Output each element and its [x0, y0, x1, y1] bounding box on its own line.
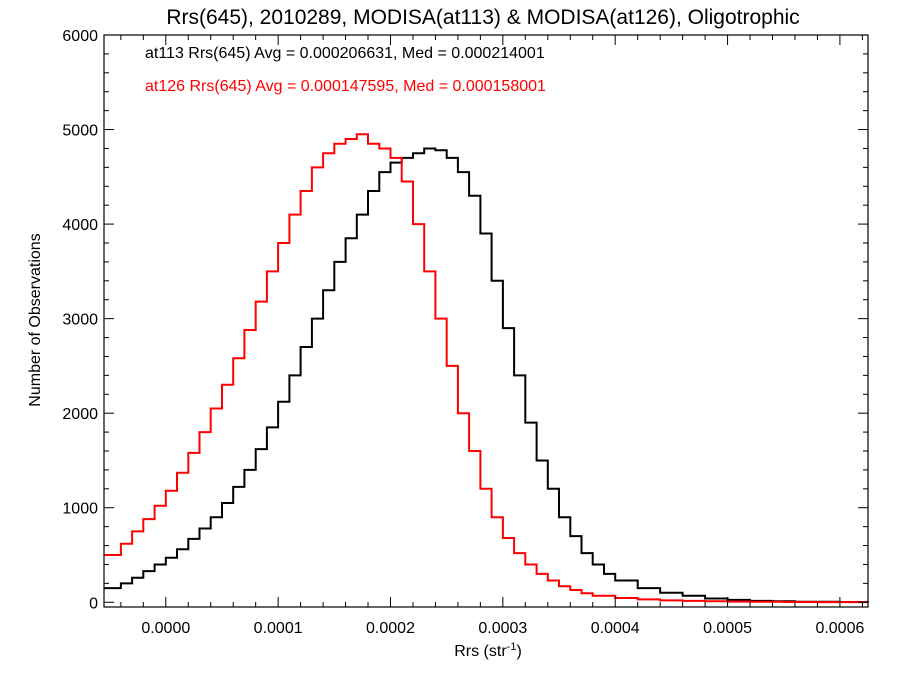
- series-at113-line: [104, 147, 869, 603]
- y-axis-label: Number of Observations: [27, 233, 44, 406]
- x-tick-label: 0.0001: [254, 620, 303, 637]
- x-tick-label: 0.0003: [478, 620, 527, 637]
- plot-frame: [103, 34, 869, 608]
- axes-layer: 0.0000 0.0001 0.0002 0.0003 0.0004 0.0005 0.00…: [62, 28, 869, 637]
- y-tick-label: 0: [89, 595, 98, 612]
- x-axis-label-main: Rrs (str: [454, 643, 507, 660]
- annotation-at126: at126 Rrs(645) Avg = 0.000147595, Med = …: [145, 78, 546, 95]
- y-tick-label: 4000: [62, 217, 98, 234]
- x-tick-label: 0.0005: [703, 620, 752, 637]
- x-tick-label: 0.0000: [141, 620, 190, 637]
- x-tick-label: 0.0002: [366, 620, 415, 637]
- x-tick-label: 0.0006: [815, 620, 864, 637]
- annotation-at113: at113 Rrs(645) Avg = 0.000206631, Med = …: [145, 45, 545, 62]
- x-axis-label: Rrs (str-1): [454, 641, 522, 660]
- chart-title: Rrs(645), 2010289, MODISA(at113) & MODIS…: [166, 6, 799, 29]
- y-tick-label: 2000: [62, 406, 98, 423]
- x-axis-label-superscript: -1: [507, 641, 517, 653]
- x-axis-label-close: ): [516, 643, 521, 660]
- y-tick-label: 5000: [62, 123, 98, 140]
- y-tick-label: 1000: [62, 501, 98, 518]
- y-tick-label: 3000: [62, 312, 98, 329]
- series-at126-line: [104, 133, 869, 604]
- x-tick-label: 0.0004: [591, 620, 640, 637]
- series-layer: [104, 133, 869, 604]
- y-tick-label: 6000: [62, 28, 98, 45]
